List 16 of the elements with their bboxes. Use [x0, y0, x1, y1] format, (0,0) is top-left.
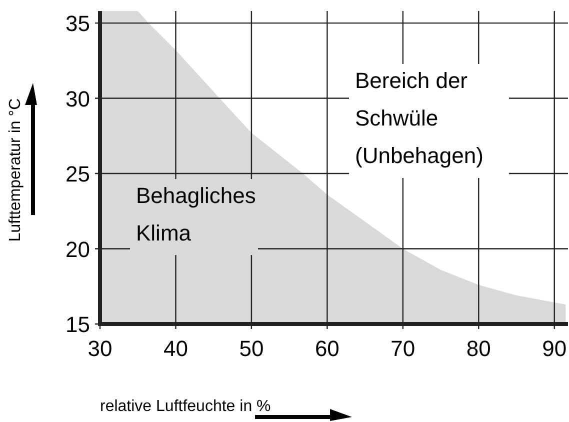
y-tick-label: 30	[66, 86, 90, 112]
x-tick-label: 90	[542, 336, 567, 361]
annotation: Behagliches Klima	[136, 183, 256, 246]
annotation: Bereich der Schwüle (Unbehagen)	[355, 68, 484, 168]
y-tick-label: 25	[66, 162, 90, 187]
x-tick-label: 50	[239, 336, 264, 361]
x-tick-label: 40	[163, 336, 188, 361]
x-axis-title: relative Luftfeuchte in %	[100, 398, 271, 415]
y-tick-label: 35	[66, 11, 90, 36]
y-axis-title: Lufttemperatur in °C	[7, 98, 24, 242]
x-tick-label: 70	[390, 336, 416, 361]
x-tick-label: 80	[466, 336, 491, 361]
y-tick-label: 15	[66, 312, 90, 337]
x-tick-label: 60	[314, 336, 340, 361]
y-tick-label: 20	[66, 236, 90, 262]
x-tick-label: 30	[88, 336, 112, 361]
